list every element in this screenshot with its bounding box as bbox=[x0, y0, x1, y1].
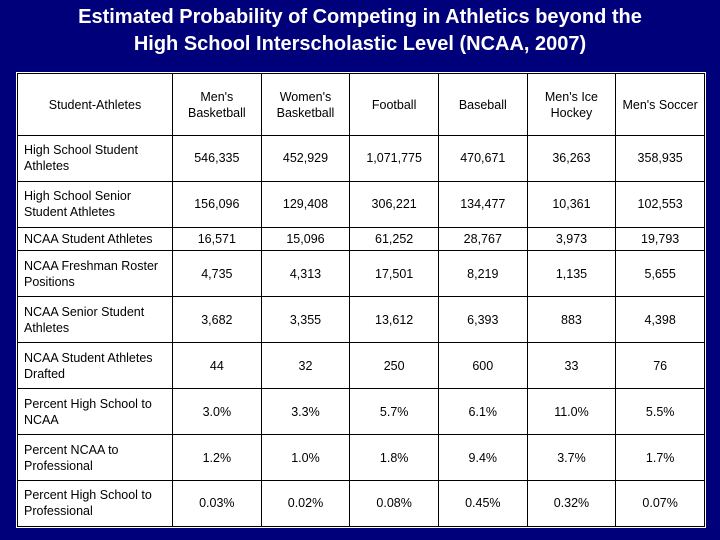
table-cell: 17,501 bbox=[349, 250, 439, 298]
table-cell: 6,393 bbox=[437, 296, 528, 344]
table-cell: 5.5% bbox=[615, 388, 705, 436]
column-header: Men's Ice Hockey bbox=[526, 73, 617, 136]
table-cell: 1.0% bbox=[260, 434, 351, 481]
table-row: NCAA Student Athletes Drafted 44 32 250 … bbox=[17, 342, 705, 390]
table-cell: 4,398 bbox=[615, 296, 705, 344]
table-cell: 0.32% bbox=[526, 479, 617, 528]
table-cell: 3.3% bbox=[260, 388, 351, 436]
table-cell: 4,735 bbox=[172, 250, 262, 298]
row-label: Percent NCAA to Professional bbox=[17, 434, 173, 481]
table-cell: 883 bbox=[526, 296, 617, 344]
column-header: Men's Soccer bbox=[615, 73, 705, 136]
table-cell: 358,935 bbox=[615, 135, 705, 182]
table-cell: 0.08% bbox=[349, 479, 439, 528]
row-label: NCAA Freshman Roster Positions bbox=[17, 250, 173, 298]
table-cell: 0.03% bbox=[172, 479, 262, 528]
table-cell: 16,571 bbox=[172, 226, 262, 252]
table-cell: 76 bbox=[615, 342, 705, 390]
table-row: Percent High School to NCAA 3.0% 3.3% 5.… bbox=[17, 388, 705, 436]
table-row: NCAA Senior Student Athletes 3,682 3,355… bbox=[17, 296, 705, 344]
table-cell: 8,219 bbox=[437, 250, 528, 298]
table-cell: 6.1% bbox=[437, 388, 528, 436]
table-cell: 129,408 bbox=[260, 180, 351, 228]
table-cell: 61,252 bbox=[349, 226, 439, 252]
table-cell: 15,096 bbox=[260, 226, 351, 252]
table-cell: 600 bbox=[437, 342, 528, 390]
table-cell: 546,335 bbox=[172, 135, 262, 182]
table-cell: 1,071,775 bbox=[349, 135, 439, 182]
table-cell: 156,096 bbox=[172, 180, 262, 228]
table-cell: 0.02% bbox=[260, 479, 351, 528]
column-header: Men's Basketball bbox=[172, 73, 262, 136]
row-label: NCAA Senior Student Athletes bbox=[17, 296, 173, 344]
table-cell: 32 bbox=[260, 342, 351, 390]
table-cell: 134,477 bbox=[437, 180, 528, 228]
table-cell: 0.45% bbox=[437, 479, 528, 528]
table-cell: 33 bbox=[526, 342, 617, 390]
table-cell: 11.0% bbox=[526, 388, 617, 436]
table-cell: 9.4% bbox=[437, 434, 528, 481]
table-cell: 4,313 bbox=[260, 250, 351, 298]
row-label: NCAA Student Athletes bbox=[17, 226, 173, 252]
table-row: High School Senior Student Athletes 156,… bbox=[17, 180, 705, 228]
page-title: Estimated Probability of Competing in At… bbox=[0, 4, 720, 58]
table-row: NCAA Freshman Roster Positions 4,735 4,3… bbox=[17, 250, 705, 298]
table-cell: 1.8% bbox=[349, 434, 439, 481]
table-cell: 102,553 bbox=[615, 180, 705, 228]
table-cell: 1.7% bbox=[615, 434, 705, 481]
table-cell: 250 bbox=[349, 342, 439, 390]
table-row: Percent NCAA to Professional 1.2% 1.0% 1… bbox=[17, 434, 705, 481]
table-cell: 10,361 bbox=[526, 180, 617, 228]
table-header-row: Student-Athletes Men's Basketball Women'… bbox=[17, 73, 705, 136]
table-cell: 306,221 bbox=[349, 180, 439, 228]
table-row: High School Student Athletes 546,335 452… bbox=[17, 135, 705, 182]
table-cell: 5.7% bbox=[349, 388, 439, 436]
column-header: Baseball bbox=[437, 73, 528, 136]
probability-table: Student-Athletes Men's Basketball Women'… bbox=[17, 73, 705, 528]
table-cell: 5,655 bbox=[615, 250, 705, 298]
table-cell: 28,767 bbox=[437, 226, 528, 252]
title-line-1: Estimated Probability of Competing in At… bbox=[78, 6, 642, 28]
column-header: Women's Basketball bbox=[260, 73, 351, 136]
row-label: High School Student Athletes bbox=[17, 135, 173, 182]
table-cell: 3,973 bbox=[526, 226, 617, 252]
column-header: Football bbox=[349, 73, 439, 136]
table-cell: 13,612 bbox=[349, 296, 439, 344]
table-cell: 36,263 bbox=[526, 135, 617, 182]
row-label: Percent High School to Professional bbox=[17, 479, 173, 528]
table-body: High School Student Athletes 546,335 452… bbox=[17, 135, 705, 528]
table-cell: 3.0% bbox=[172, 388, 262, 436]
table-row: NCAA Student Athletes 16,571 15,096 61,2… bbox=[17, 226, 705, 252]
table-cell: 3,682 bbox=[172, 296, 262, 344]
table-row: Percent High School to Professional 0.03… bbox=[17, 479, 705, 528]
probability-table-container: Student-Athletes Men's Basketball Women'… bbox=[16, 72, 706, 528]
row-label: High School Senior Student Athletes bbox=[17, 180, 173, 228]
table-cell: 19,793 bbox=[615, 226, 705, 252]
table-cell: 0.07% bbox=[615, 479, 705, 528]
table-cell: 452,929 bbox=[260, 135, 351, 182]
corner-header: Student-Athletes bbox=[17, 73, 173, 136]
row-label: NCAA Student Athletes Drafted bbox=[17, 342, 173, 390]
table-cell: 470,671 bbox=[437, 135, 528, 182]
table-cell: 1.2% bbox=[172, 434, 262, 481]
row-label: Percent High School to NCAA bbox=[17, 388, 173, 436]
table-cell: 3,355 bbox=[260, 296, 351, 344]
table-cell: 44 bbox=[172, 342, 262, 390]
table-cell: 1,135 bbox=[526, 250, 617, 298]
title-line-2: High School Interscholastic Level (NCAA,… bbox=[133, 33, 587, 55]
table-cell: 3.7% bbox=[526, 434, 617, 481]
